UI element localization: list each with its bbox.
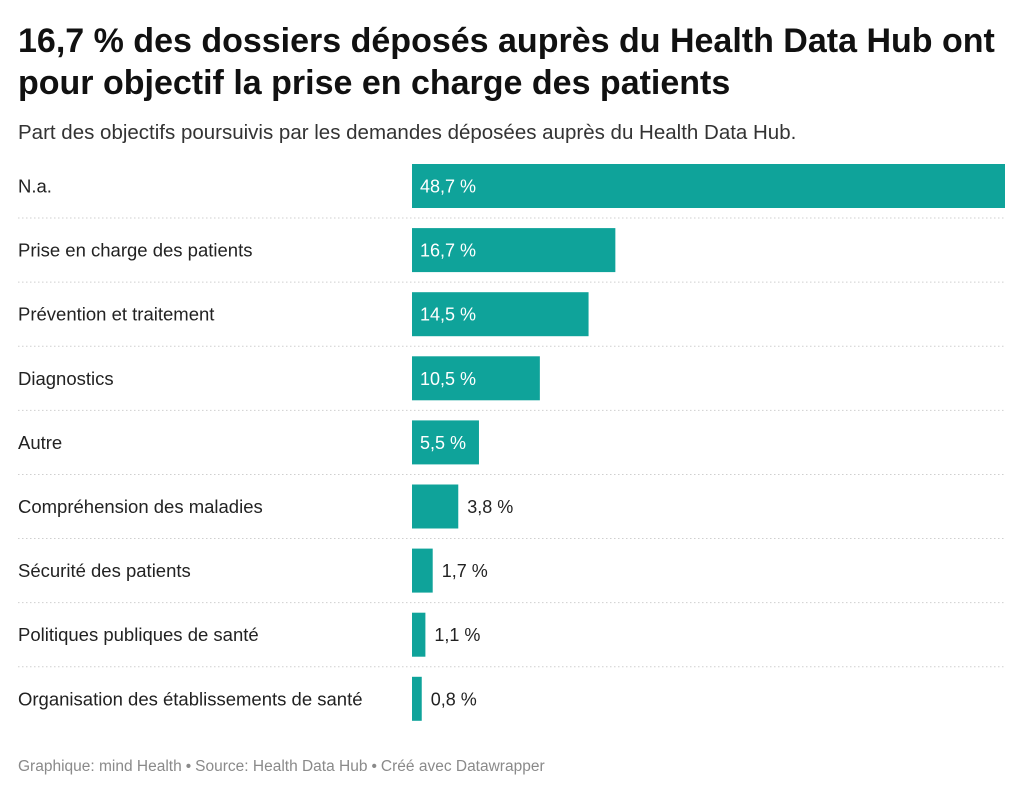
bar bbox=[412, 676, 422, 721]
footer-credit: Graphique: mind Health bbox=[18, 758, 182, 775]
value-label: 14,5 % bbox=[420, 305, 476, 325]
bar bbox=[412, 356, 540, 401]
footer-source: Source: Health Data Hub bbox=[195, 758, 368, 775]
footer-separator: • bbox=[185, 758, 192, 775]
value-label: 3,8 % bbox=[467, 497, 513, 517]
category-label: Autre bbox=[18, 432, 62, 453]
value-label: 16,7 % bbox=[420, 241, 476, 261]
bar bbox=[412, 612, 426, 657]
footer-separator: • bbox=[371, 758, 377, 775]
chart-subtitle: Part des objectifs poursuivis par les de… bbox=[18, 121, 797, 144]
value-label: 1,7 % bbox=[442, 561, 488, 581]
category-label: Sécurité des patients bbox=[18, 560, 191, 581]
value-label: 48,7 % bbox=[420, 177, 476, 197]
category-label: Prise en charge des patients bbox=[18, 240, 252, 261]
bar bbox=[412, 292, 589, 337]
category-label: Politiques publiques de santé bbox=[18, 624, 259, 645]
value-label: 1,1 % bbox=[434, 625, 480, 645]
value-label: 0,8 % bbox=[431, 689, 477, 709]
bar bbox=[412, 484, 459, 529]
footer-tool: Créé avec Datawrapper bbox=[380, 758, 545, 775]
bar bbox=[412, 164, 1005, 208]
chart-title: 16,7 % des dossiers déposés auprès du He… bbox=[18, 22, 995, 102]
category-label: N.a. bbox=[18, 176, 52, 197]
category-label: Diagnostics bbox=[18, 368, 114, 389]
bar bbox=[412, 420, 479, 465]
category-label: Compréhension des maladies bbox=[18, 496, 263, 517]
category-label: Organisation des établissements de santé bbox=[18, 688, 363, 709]
bar bbox=[412, 548, 433, 593]
value-label: 10,5 % bbox=[420, 369, 476, 389]
value-label: 5,5 % bbox=[420, 433, 466, 453]
bar bbox=[412, 228, 616, 273]
chart-footer: Graphique: mind Health • Source: Health Da… bbox=[18, 757, 545, 777]
category-label: Prévention et traitement bbox=[18, 304, 214, 325]
